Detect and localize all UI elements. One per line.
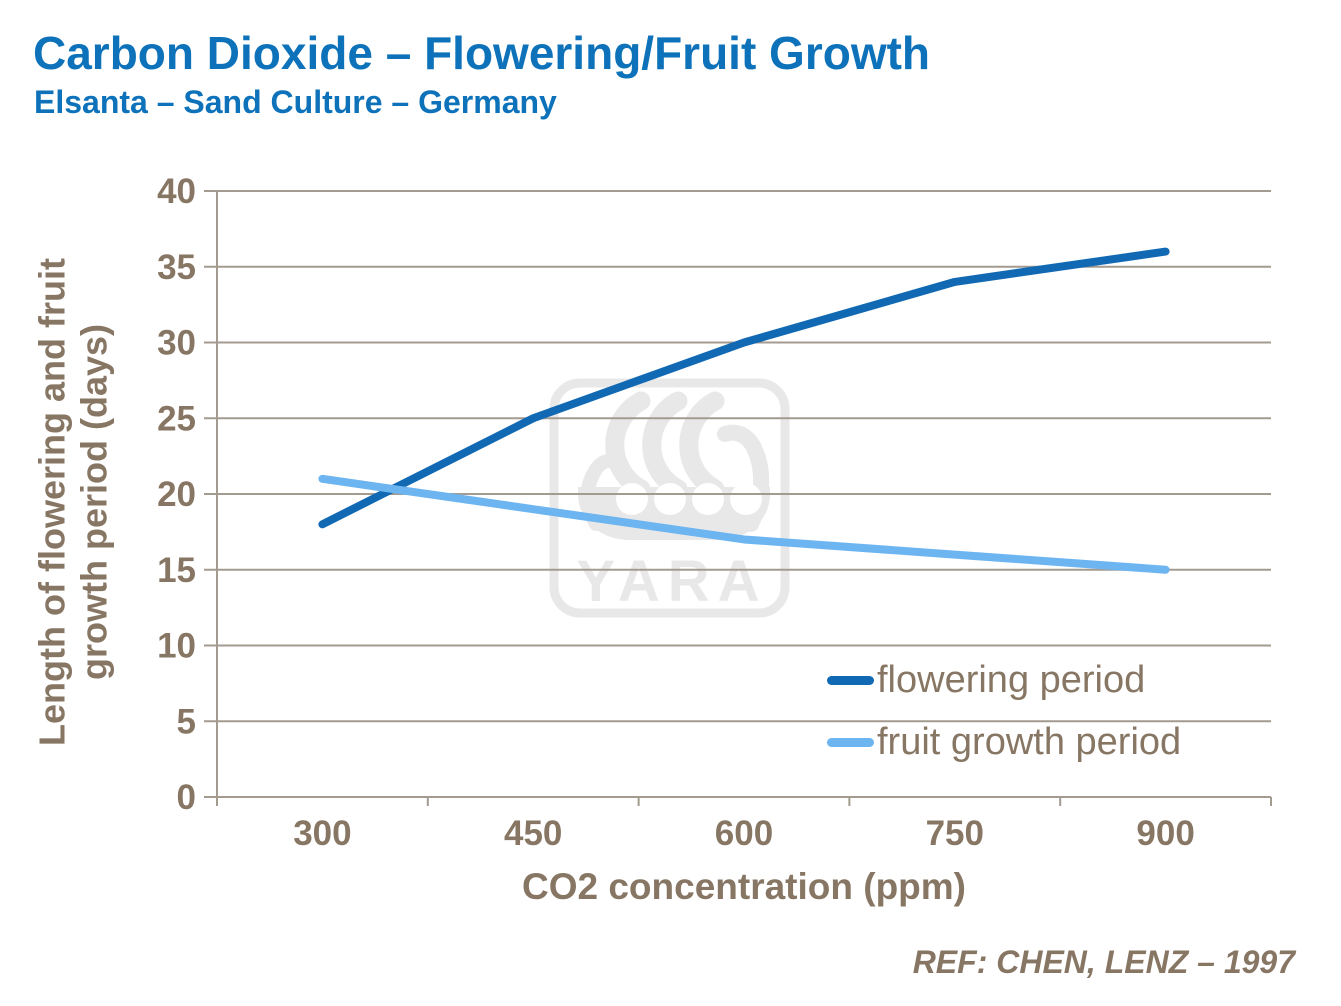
series-line-fruit-growth-period bbox=[318, 474, 1170, 574]
legend-label: flowering period bbox=[877, 658, 1146, 701]
flowering-period-line-swatch bbox=[827, 675, 874, 685]
y-tick-label: 15 bbox=[157, 551, 196, 590]
watermark-sail-icon bbox=[679, 391, 725, 499]
x-tick-label: 450 bbox=[504, 814, 562, 853]
watermark-text: YARA bbox=[576, 549, 767, 614]
y-tick-label: 35 bbox=[157, 248, 196, 287]
watermark-sail-icon bbox=[605, 391, 651, 499]
series-lines bbox=[318, 247, 1170, 574]
reference-text: REF: CHEN, LENZ – 1997 bbox=[912, 944, 1295, 980]
fruit-growth-period-line-swatch bbox=[827, 737, 874, 747]
x-tick-label: 600 bbox=[715, 814, 773, 853]
page-title: Carbon Dioxide – Flowering/Fruit Growth bbox=[33, 27, 931, 79]
y-tick-label: 30 bbox=[157, 324, 196, 363]
x-tick-label: 300 bbox=[293, 814, 351, 853]
y-tick-label: 40 bbox=[157, 172, 196, 211]
yara-watermark: YARA bbox=[549, 378, 790, 618]
watermark-frame bbox=[549, 378, 790, 618]
y-tick-label: 0 bbox=[177, 778, 196, 817]
watermark-shield-icon bbox=[654, 483, 686, 515]
axis-ticks bbox=[204, 190, 1272, 806]
x-tick-label: 900 bbox=[1136, 814, 1194, 853]
x-axis-title: CO2 concentration (ppm) bbox=[521, 866, 967, 907]
y-tick-label: 10 bbox=[157, 627, 196, 666]
watermark-shield-icon bbox=[616, 483, 648, 515]
chart-legend: flowering period fruit growth period bbox=[827, 658, 1181, 782]
legend-item-fruit-growth-period: fruit growth period bbox=[827, 720, 1181, 764]
x-tick-labels: 300 450 600 750 900 bbox=[293, 814, 1195, 853]
y-axis-title-line2: growth period (days) bbox=[74, 324, 115, 681]
watermark-shield-icon bbox=[692, 483, 724, 515]
y-tick-label: 25 bbox=[157, 399, 196, 438]
y-tick-labels: 0 5 10 15 20 25 30 35 40 bbox=[157, 172, 196, 817]
page-subtitle: Elsanta – Sand Culture – Germany bbox=[34, 84, 557, 120]
watermark-shield-icon bbox=[730, 483, 762, 515]
x-tick-label: 750 bbox=[926, 814, 984, 853]
y-tick-label: 5 bbox=[177, 702, 196, 741]
y-axis-title-line1: Length of flowering and fruit bbox=[31, 258, 73, 746]
y-axis-title: Length of flowering and fruit growth per… bbox=[32, 258, 117, 746]
legend-label: fruit growth period bbox=[877, 720, 1182, 763]
gridlines bbox=[217, 190, 1271, 798]
series-line-flowering-period bbox=[318, 247, 1170, 529]
y-tick-label: 20 bbox=[157, 475, 196, 514]
watermark-sail-icon bbox=[642, 391, 688, 499]
legend-item-flowering-period: flowering period bbox=[827, 658, 1181, 702]
